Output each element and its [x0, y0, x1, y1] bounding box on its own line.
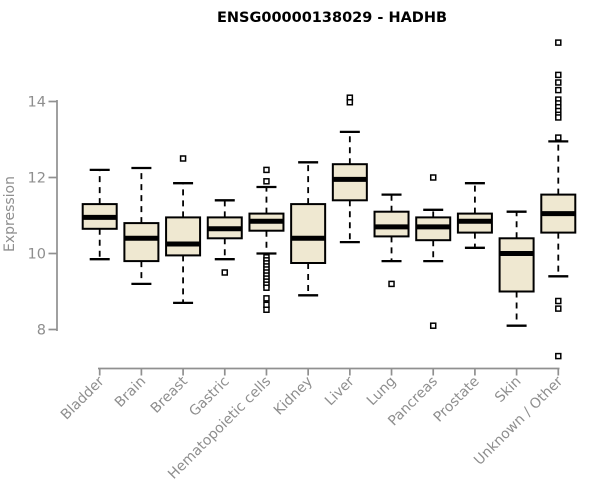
x-tick-label: Liver — [322, 373, 358, 409]
x-tick-label: Prostate — [431, 374, 483, 426]
box — [331, 163, 368, 202]
outlier-point — [555, 134, 562, 141]
outlier-point — [221, 269, 229, 276]
box — [498, 237, 535, 293]
outlier-point — [429, 174, 437, 181]
outlier-point — [263, 166, 270, 174]
box — [290, 203, 327, 265]
outlier-point — [263, 295, 270, 302]
outlier-point — [263, 284, 270, 291]
outlier-point — [346, 99, 354, 106]
outlier-point — [263, 178, 270, 185]
outlier-point — [179, 155, 187, 162]
outlier-point — [555, 79, 562, 86]
outlier-point — [429, 322, 437, 329]
x-tick-label: Brain — [112, 374, 149, 411]
y-axis-title: Expression — [2, 176, 18, 252]
y-tick-label: 12 — [28, 171, 46, 187]
x-tick-label: Bladder — [58, 373, 108, 423]
outlier-point — [555, 297, 562, 305]
outlier-point — [555, 305, 562, 312]
x-tick-label: Kidney — [271, 374, 316, 419]
y-tick-label: 14 — [28, 95, 46, 111]
y-tick-label: 8 — [37, 323, 46, 339]
chart-title: ENSG00000138029 - HADHB — [217, 10, 447, 26]
x-tick-label: Breast — [148, 373, 192, 417]
x-tick-label: Skin — [492, 374, 524, 406]
y-tick-label: 10 — [28, 247, 46, 263]
outlier-point — [555, 352, 562, 360]
outlier-point — [555, 114, 562, 121]
outlier-point — [555, 71, 562, 79]
outlier-point — [555, 86, 562, 94]
box — [165, 216, 202, 257]
box — [373, 210, 410, 238]
box — [123, 222, 160, 263]
outlier-point — [555, 39, 562, 46]
outlier-point — [263, 306, 270, 313]
x-tick-label: Lung — [364, 374, 399, 409]
outlier-point — [388, 280, 395, 288]
